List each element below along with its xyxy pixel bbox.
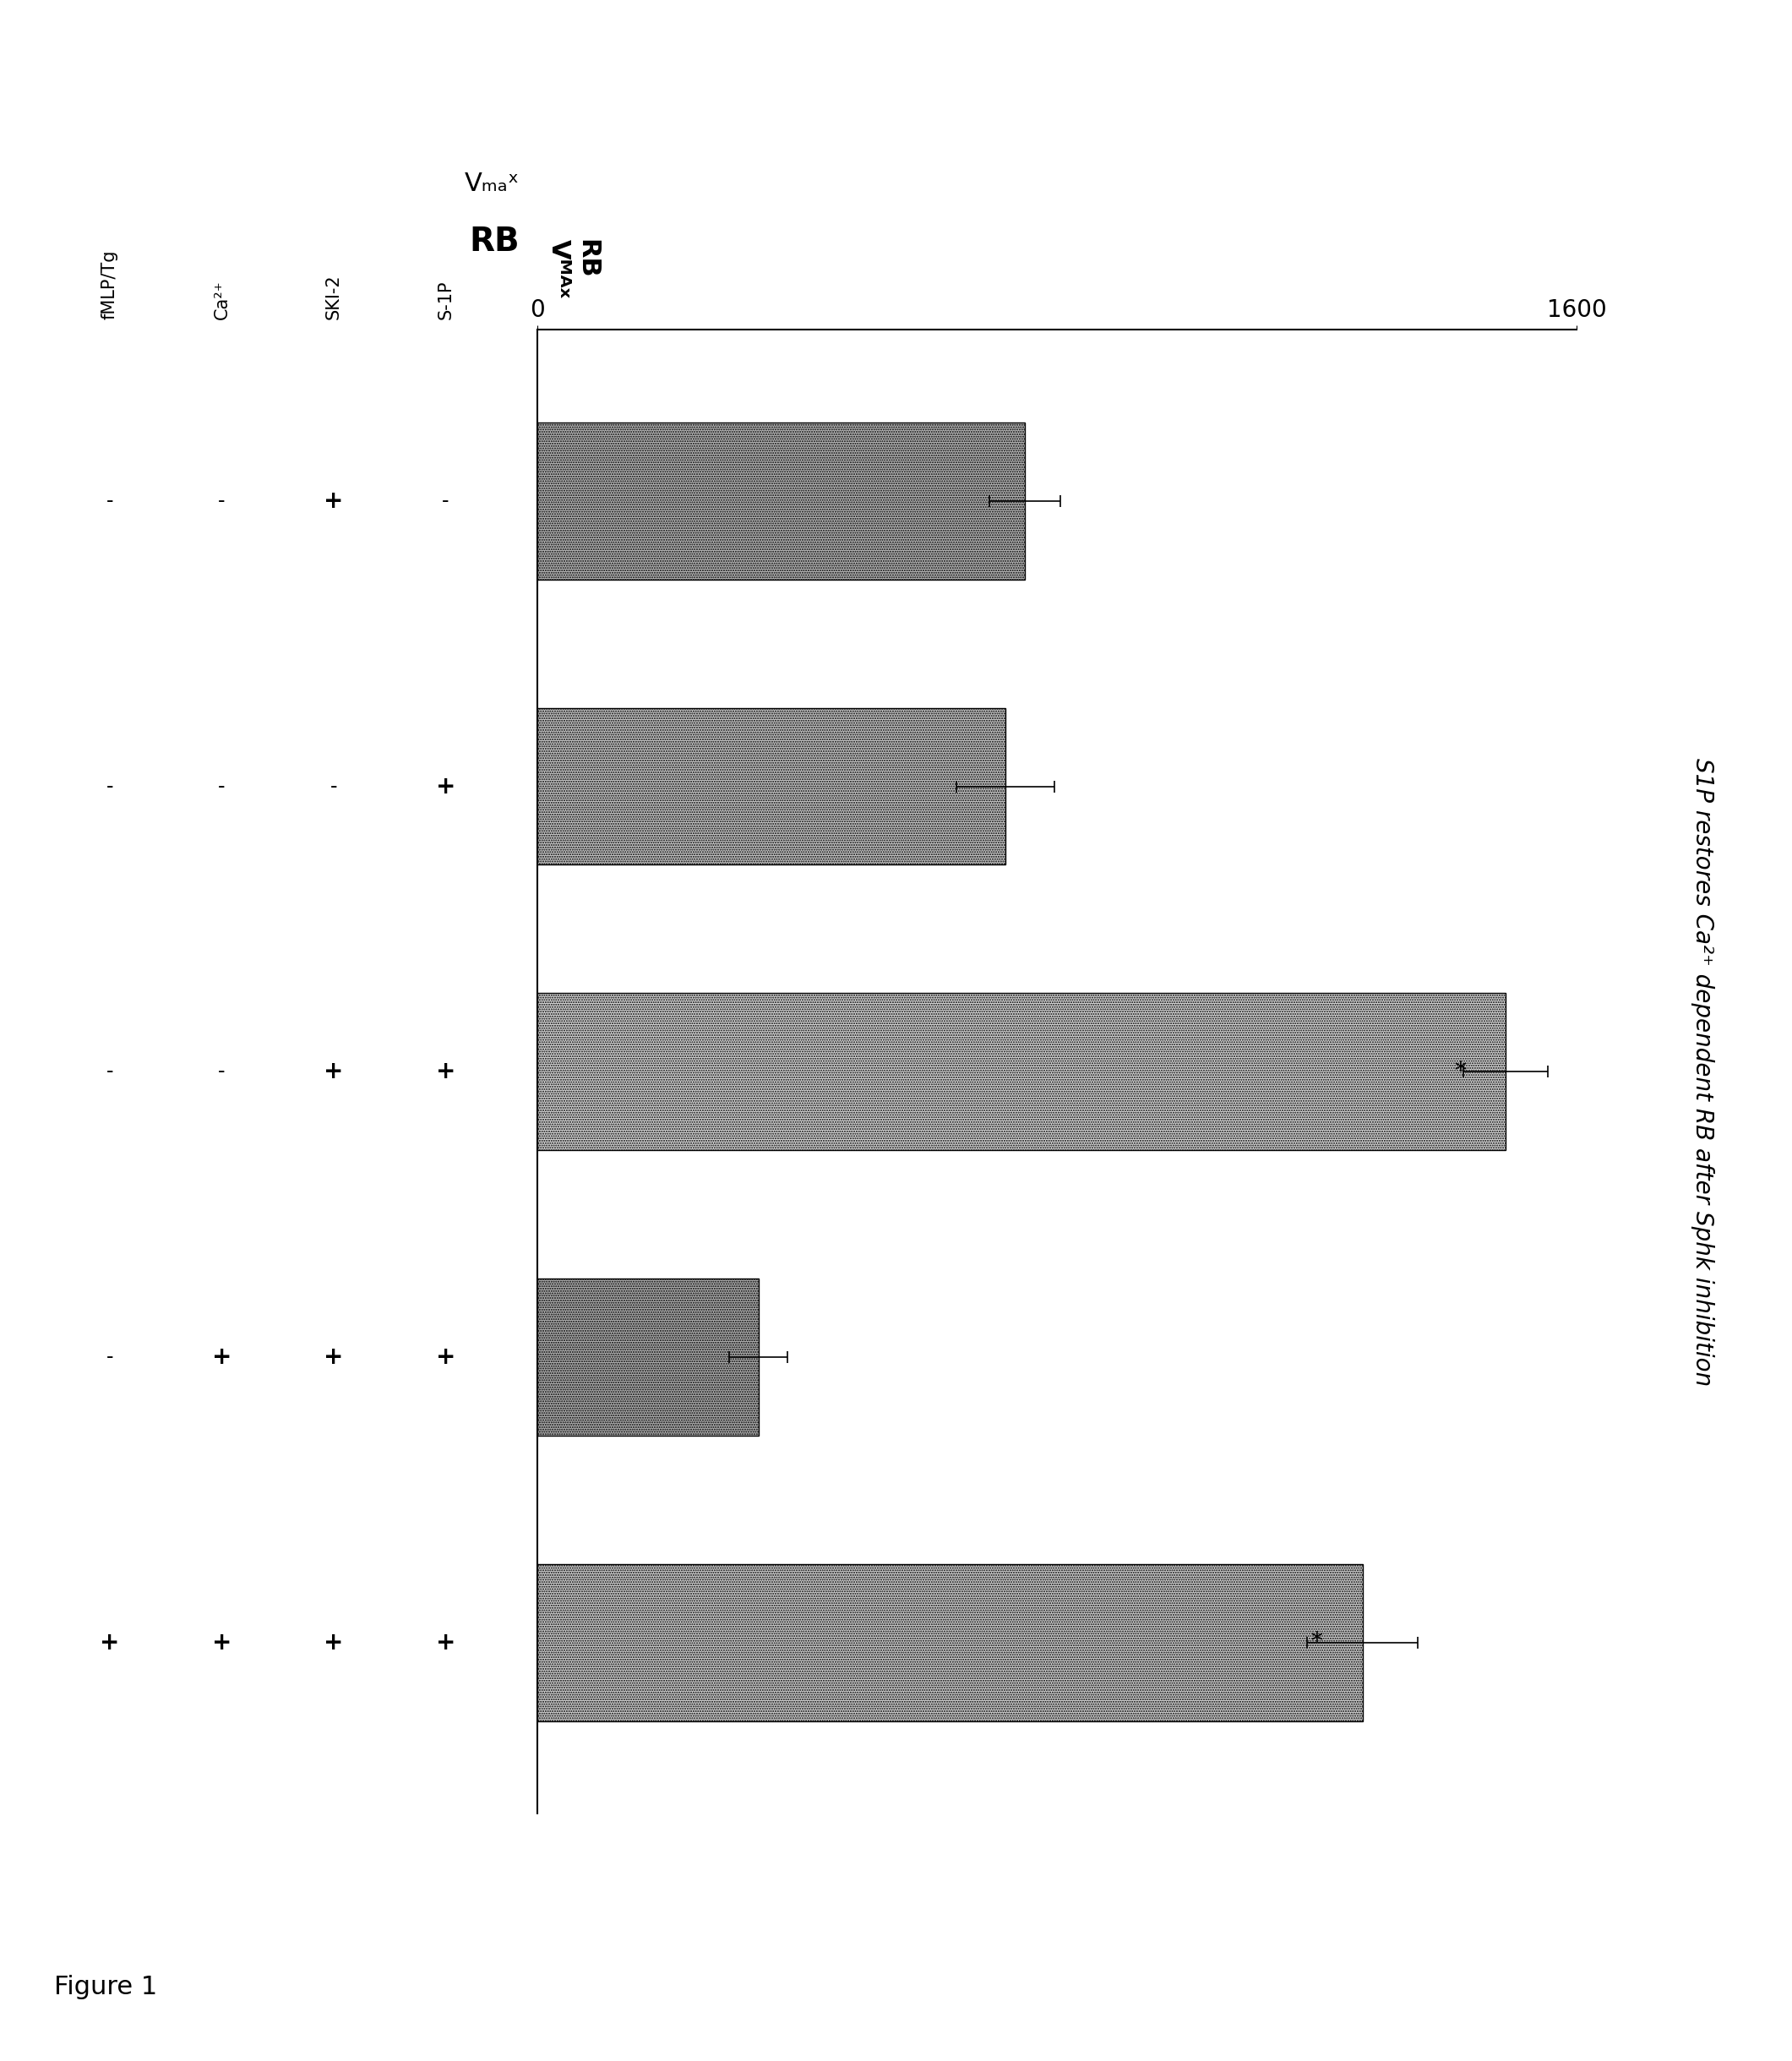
- Text: +: +: [211, 1346, 231, 1369]
- Text: Vₘₐˣ: Vₘₐˣ: [464, 171, 520, 196]
- Text: -: -: [106, 1348, 113, 1366]
- Text: S1P restores Ca²⁺ dependent RB after Sphk inhibition: S1P restores Ca²⁺ dependent RB after Sph…: [1690, 758, 1715, 1385]
- Text: S-1P: S-1P: [437, 280, 453, 319]
- Text: +: +: [324, 1059, 344, 1084]
- Text: +: +: [100, 1630, 120, 1655]
- Text: fMLP/Tg: fMLP/Tg: [102, 249, 118, 319]
- Text: -: -: [219, 1061, 226, 1082]
- Text: -: -: [106, 1061, 113, 1082]
- Text: +: +: [211, 1630, 231, 1655]
- Text: *: *: [1312, 1630, 1322, 1653]
- Text: +: +: [435, 1059, 455, 1084]
- Text: -: -: [106, 777, 113, 796]
- Text: *: *: [1453, 1059, 1466, 1084]
- Text: SKI-2: SKI-2: [326, 274, 342, 319]
- Text: Figure 1: Figure 1: [54, 1974, 158, 1999]
- Text: +: +: [435, 1630, 455, 1655]
- Text: -: -: [443, 491, 450, 511]
- Text: -: -: [330, 777, 337, 796]
- Text: RB
Vᴹᴬˣ: RB Vᴹᴬˣ: [547, 239, 600, 299]
- Bar: [538, 1278, 758, 1437]
- Bar: [538, 707, 1005, 866]
- Text: +: +: [324, 1630, 344, 1655]
- Text: +: +: [435, 775, 455, 798]
- Text: RB: RB: [470, 225, 520, 258]
- Text: -: -: [106, 491, 113, 511]
- Text: Ca²⁺: Ca²⁺: [213, 280, 229, 319]
- Text: +: +: [324, 1346, 344, 1369]
- Text: +: +: [324, 488, 344, 513]
- Text: -: -: [219, 777, 226, 796]
- Bar: [538, 423, 1025, 579]
- Text: +: +: [435, 1346, 455, 1369]
- Bar: [538, 1564, 1362, 1721]
- Text: -: -: [219, 491, 226, 511]
- Bar: [538, 993, 1505, 1150]
